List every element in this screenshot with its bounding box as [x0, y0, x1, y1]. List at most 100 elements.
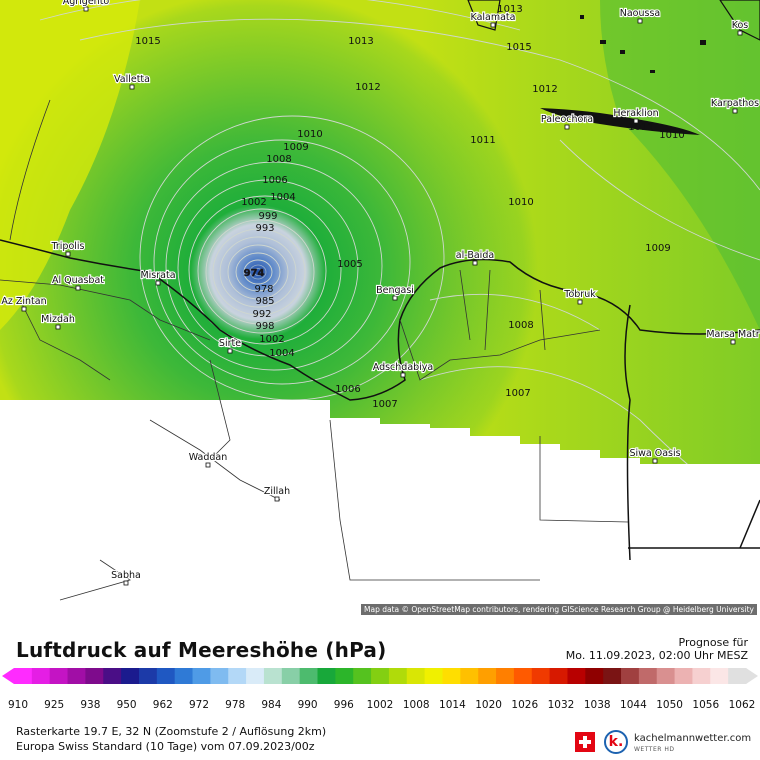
scale-swatch	[406, 668, 426, 684]
scale-swatch	[388, 668, 408, 684]
scale-label: 1050	[656, 699, 683, 711]
west-field-shade	[0, 0, 140, 330]
isobar-label: 1013	[497, 4, 522, 15]
isobar-label: 998	[255, 321, 274, 332]
isobar-label: 1010	[508, 197, 533, 208]
city-label: Sabha	[111, 570, 141, 581]
scale-swatch	[85, 668, 104, 684]
isobar-label: 1004	[269, 348, 294, 359]
city-marker	[205, 462, 211, 468]
scale-label: 996	[334, 699, 354, 711]
scale-label: 972	[189, 699, 209, 711]
isobar-label: 1007	[372, 399, 397, 410]
scale-swatch	[228, 668, 247, 684]
city-label: Mizdah	[41, 314, 75, 325]
forecast-label: Prognose für	[678, 636, 749, 649]
isobar-label: 1011	[628, 122, 653, 133]
isobar-label: 1004	[270, 192, 295, 203]
swiss-flag-icon	[575, 732, 595, 752]
scale-swatch	[14, 668, 33, 684]
city-label: al-Baida	[456, 250, 494, 261]
isobar-label: 1002	[259, 334, 284, 345]
scale-swatch	[638, 668, 658, 684]
scale-swatch	[317, 668, 336, 684]
isobar-label: 1008	[266, 154, 291, 165]
city-label: Naoussa	[620, 8, 660, 19]
scale-label: 962	[153, 699, 173, 711]
scale-label: 1044	[620, 699, 647, 711]
scale-swatch	[513, 668, 533, 684]
scale-label: 1002	[367, 699, 394, 711]
city-label: Adschdabiya	[373, 362, 434, 373]
scale-swatch	[371, 668, 390, 684]
scale-label: 938	[80, 699, 100, 711]
islands	[467, 0, 760, 135]
city-label: Waddan	[189, 452, 228, 463]
city-label: Sirte	[219, 338, 241, 349]
scale-label: 1062	[729, 699, 756, 711]
city-marker	[21, 306, 27, 312]
city-marker	[730, 339, 736, 345]
scale-label: 925	[44, 699, 64, 711]
city-label: Marsa Matr	[706, 329, 759, 340]
scale-label: 1026	[511, 699, 538, 711]
scale-swatch	[138, 668, 158, 684]
scale-swatch	[103, 668, 122, 684]
scale-swatch	[192, 668, 211, 684]
scale-swatch	[549, 668, 568, 684]
isobar-label: 1009	[645, 243, 670, 254]
isobar-label: 1010	[659, 130, 684, 141]
isobar-core	[249, 264, 267, 280]
city-label: Al Quasbat	[52, 275, 104, 286]
isobar-label: 993	[255, 223, 274, 234]
brand-name[interactable]: kachelmannwetter.com	[634, 733, 752, 744]
city-marker	[490, 22, 496, 28]
scale-swatch	[263, 668, 283, 684]
isobar-label: 978	[254, 284, 273, 295]
city-marker	[472, 260, 478, 266]
kachelmann-logo[interactable]: k.	[604, 730, 628, 754]
city-marker	[737, 30, 743, 36]
isobar-label: 1006	[335, 384, 360, 395]
scale-swatch	[621, 668, 640, 684]
isobar-label: 1015	[506, 42, 531, 53]
city-marker	[65, 251, 71, 257]
city-marker	[400, 372, 406, 378]
scale-swatch	[67, 668, 86, 684]
scale-swatch	[156, 668, 176, 684]
scale-swatch	[496, 668, 515, 684]
city-label: Siwa Oasis	[629, 448, 680, 459]
scale-swatch	[246, 668, 265, 684]
scale-swatch	[692, 668, 711, 684]
brand-sub: WETTER HD	[634, 746, 675, 753]
scale-label: 1032	[548, 699, 575, 711]
no-data-area	[0, 400, 760, 617]
scale-label: 1056	[692, 699, 719, 711]
isobar-label: 992	[252, 309, 271, 320]
city-label: Tobruk	[563, 289, 596, 300]
isobar-label: 1012	[355, 82, 380, 93]
city-marker	[577, 299, 583, 305]
legend-footer	[0, 617, 760, 760]
scale-swatch	[531, 668, 551, 684]
isobar-lines	[39, 0, 760, 521]
city-label: Az Zintan	[1, 296, 46, 307]
scale-label: 1020	[475, 699, 502, 711]
scale-arrow-left	[2, 668, 14, 684]
city-label: Bengasi	[376, 285, 414, 296]
scale-label: 1008	[403, 699, 430, 711]
scale-swatch	[31, 668, 51, 684]
scale-swatch	[603, 668, 622, 684]
roads	[0, 99, 629, 601]
city-marker	[129, 84, 135, 90]
raster-info: Rasterkarte 19.7 E, 32 N (Zoomstufe 2 / …	[16, 725, 327, 738]
scale-swatch	[281, 668, 301, 684]
coastline	[0, 239, 760, 561]
scale-swatch	[424, 668, 443, 684]
isobar-label: 985	[255, 296, 274, 307]
city-label: Agrigento	[63, 0, 110, 7]
city-marker	[227, 348, 233, 354]
city-marker	[637, 18, 643, 24]
scale-swatch	[656, 668, 676, 684]
city-marker	[55, 324, 61, 330]
